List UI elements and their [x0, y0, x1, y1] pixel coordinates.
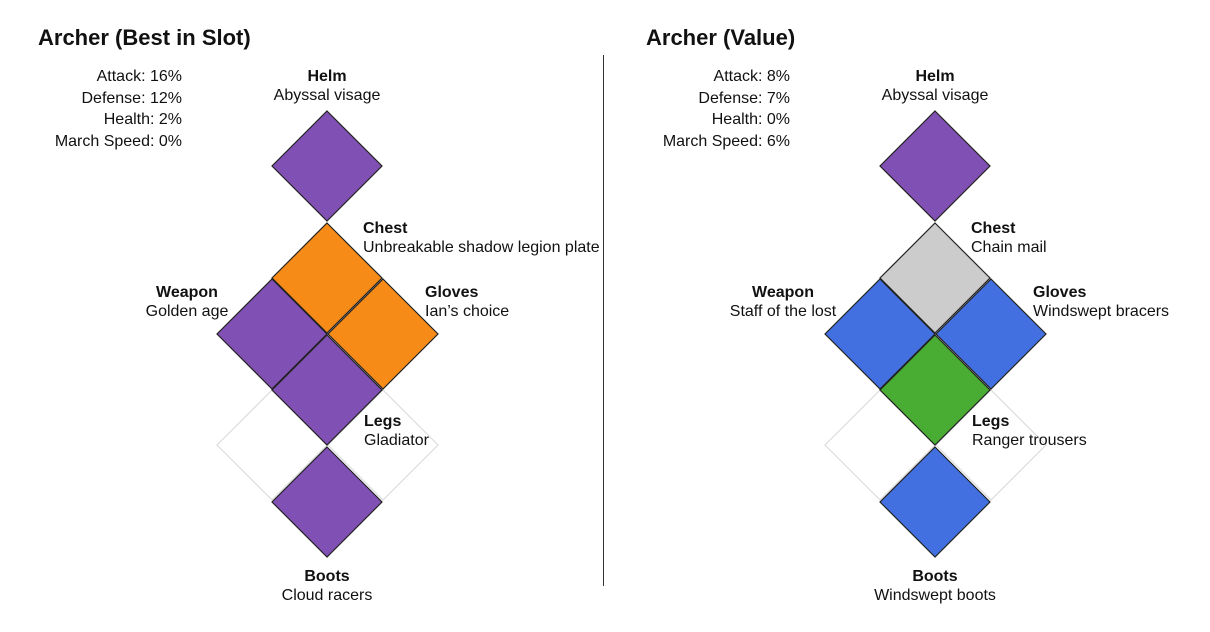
stat-value: 6%: [766, 132, 790, 150]
empty-slot-right: [327, 389, 439, 501]
slot-item: Ranger trousers: [972, 432, 1087, 449]
chest-tile[interactable]: [271, 222, 383, 334]
slot-label-gloves: Gloves Windswept bracers: [1033, 283, 1169, 321]
slot-label-chest: Chest Unbreakable shadow legion plate: [363, 219, 600, 257]
stat-value: 0%: [158, 132, 182, 150]
build-panel-value: Archer (Value) Attack: 8% Defense: 7% He…: [608, 0, 1210, 632]
slot-item: Windswept bracers: [1033, 303, 1170, 320]
slot-label-chest: Chest Chain mail: [971, 219, 1047, 257]
weapon-tile[interactable]: [824, 278, 936, 390]
slot-name: Boots: [912, 568, 958, 585]
stat-march-speed: March Speed: 0%: [54, 132, 182, 150]
stat-value: 12%: [149, 89, 182, 107]
slot-name: Gloves: [425, 284, 479, 301]
stat-value: 7%: [766, 89, 790, 107]
slot-name: Weapon: [156, 284, 218, 301]
slot-name: Boots: [304, 568, 350, 585]
legs-tile[interactable]: [879, 334, 991, 446]
stat-value: 8%: [766, 68, 790, 85]
slot-label-boots: Boots Windswept boots: [874, 567, 996, 605]
stat-label: Health: [103, 111, 150, 128]
slot-item: Abyssal visage: [273, 87, 381, 104]
slot-label-weapon: Weapon Golden age: [146, 283, 229, 321]
slot-label-weapon: Weapon Staff of the lost: [730, 283, 836, 321]
empty-slot-right: [935, 389, 1047, 501]
slot-name: Weapon: [752, 284, 814, 301]
gear-diagram: [824, 110, 1047, 558]
stat-label: Health: [711, 111, 758, 128]
stat-label: Defense: [81, 89, 142, 107]
stat-health: Health: 2%: [103, 111, 182, 128]
slot-label-helm: Helm Abyssal visage: [274, 67, 381, 105]
stat-label: Attack: [96, 68, 142, 85]
stat-value: 16%: [149, 68, 182, 85]
slot-label-helm: Helm Abyssal visage: [882, 67, 989, 105]
gear-diagram: [216, 110, 439, 558]
slot-item: Chain mail: [971, 239, 1047, 256]
stat-defense: Defense: 12%: [81, 89, 182, 107]
slot-item: Ian’s choice: [425, 303, 510, 320]
stats-block: Attack: 16% Defense: 12% Health: 2% Marc…: [20, 66, 182, 152]
boots-tile[interactable]: [271, 446, 383, 558]
panel-title: Archer (Best in Slot): [38, 25, 251, 50]
legs-tile[interactable]: [271, 334, 383, 446]
stat-label: March Speed: [54, 132, 150, 150]
helm-tile[interactable]: [271, 110, 383, 222]
slot-name: Legs: [364, 413, 402, 430]
weapon-tile[interactable]: [216, 278, 328, 390]
slot-label-gloves: Gloves Ian’s choice: [425, 283, 509, 321]
slot-label-legs: Legs Gladiator: [364, 412, 429, 450]
stat-attack: Attack: 16%: [96, 68, 182, 85]
stat-label: March Speed: [662, 132, 758, 150]
slot-label-legs: Legs Ranger trousers: [972, 412, 1087, 450]
chest-tile[interactable]: [879, 222, 991, 334]
slot-name: Helm: [915, 68, 955, 85]
slot-name: Chest: [971, 220, 1016, 237]
slot-name: Legs: [972, 413, 1010, 430]
stat-march-speed: March Speed: 6%: [662, 132, 790, 150]
slot-name: Chest: [363, 220, 408, 237]
stat-value: 2%: [158, 111, 182, 128]
slot-name: Gloves: [1033, 284, 1087, 301]
slot-item: Gladiator: [364, 432, 429, 449]
gloves-tile[interactable]: [327, 278, 439, 390]
slot-item: Cloud racers: [281, 587, 373, 604]
boots-tile[interactable]: [879, 446, 991, 558]
slot-label-boots: Boots Cloud racers: [282, 567, 373, 605]
stat-label: Attack: [713, 68, 758, 85]
stat-attack: Attack: 8%: [713, 68, 790, 85]
stat-label: Defense: [698, 89, 758, 107]
slot-item: Abyssal visage: [881, 87, 989, 104]
stat-defense: Defense: 7%: [698, 89, 790, 107]
panel-divider: [603, 55, 604, 586]
build-panel-best-in-slot: Archer (Best in Slot) Attack: 16% Defens…: [20, 25, 600, 605]
slot-name: Helm: [307, 68, 347, 85]
gloves-tile[interactable]: [935, 278, 1047, 390]
slot-item: Golden age: [145, 303, 229, 320]
helm-tile[interactable]: [879, 110, 991, 222]
stat-health: Health: 0%: [711, 111, 790, 128]
slot-item: Staff of the lost: [729, 303, 837, 320]
panel-title: Archer (Value): [646, 25, 796, 50]
stat-value: 0%: [766, 111, 790, 128]
slot-item: Windswept boots: [874, 587, 996, 604]
stats-block: Attack: 8% Defense: 7% Health: 0% March …: [628, 66, 790, 152]
slot-item: Unbreakable shadow legion plate: [363, 239, 600, 256]
